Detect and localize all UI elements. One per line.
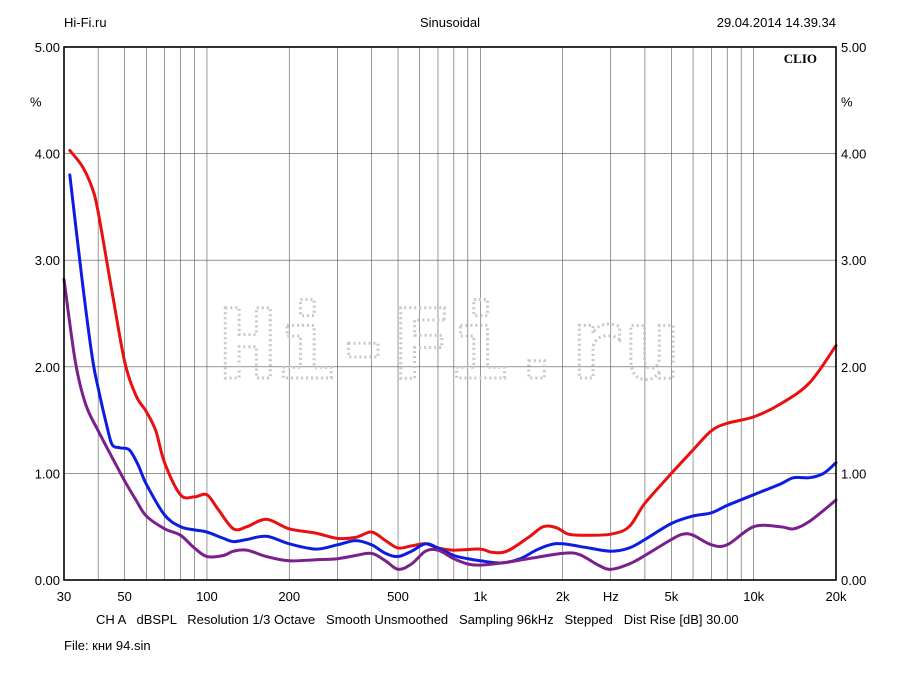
x-tick-label: 10k [743,589,764,604]
y-axis-unit-right: % [841,94,853,109]
y-axis-unit-left: % [30,94,42,109]
x-tick-label: 1k [473,589,487,604]
clio-label: CLIO [784,51,817,66]
y-tick-label-right: 1.00 [841,466,866,481]
x-tick-label: 5k [665,589,679,604]
y-tick-label-right: 0.00 [841,573,866,588]
x-tick-label: 2k [556,589,570,604]
watermark: Hi-Fi.ru [219,289,681,401]
y-tick-label-right: 4.00 [841,147,866,162]
y-tick-label-left: 1.00 [35,466,60,481]
y-tick-label-right: 2.00 [841,360,866,375]
x-tick-label: Hz [603,589,619,604]
y-tick-label-left: 0.00 [35,573,60,588]
y-tick-label-left: 5.00 [35,40,60,55]
file-label: File: кни 94.sin [64,638,151,653]
x-tick-label: 30 [57,589,71,604]
plot-frame [63,46,837,581]
x-tick-label: 500 [387,589,409,604]
series-group [62,148,838,571]
series-line-3 [62,277,838,571]
x-tick-label: 50 [117,589,131,604]
y-tick-label-right: 5.00 [841,40,866,55]
y-tick-label-left: 4.00 [35,147,60,162]
header-mode: Sinusoidal [420,15,480,30]
series-line-1 [68,148,838,555]
plot-grid [64,47,836,580]
header-datetime: 29.04.2014 14.39.34 [717,15,836,30]
x-tick-label: 100 [196,589,218,604]
x-tick-label: 200 [278,589,300,604]
x-tick-label: 20k [826,589,847,604]
settings-line: CH A dBSPL Resolution 1/3 Octave Smooth … [96,612,739,627]
y-tick-label-left: 3.00 [35,253,60,268]
axis-labels: 0.00 0.00 1.00 1.00 2.00 2.00 3.00 3.00 4.00 4.00… [30,40,866,604]
header-site: Hi-Fi.ru [64,15,107,30]
series-line-2 [68,173,838,565]
y-tick-label-left: 2.00 [35,360,60,375]
y-tick-label-right: 3.00 [841,253,866,268]
